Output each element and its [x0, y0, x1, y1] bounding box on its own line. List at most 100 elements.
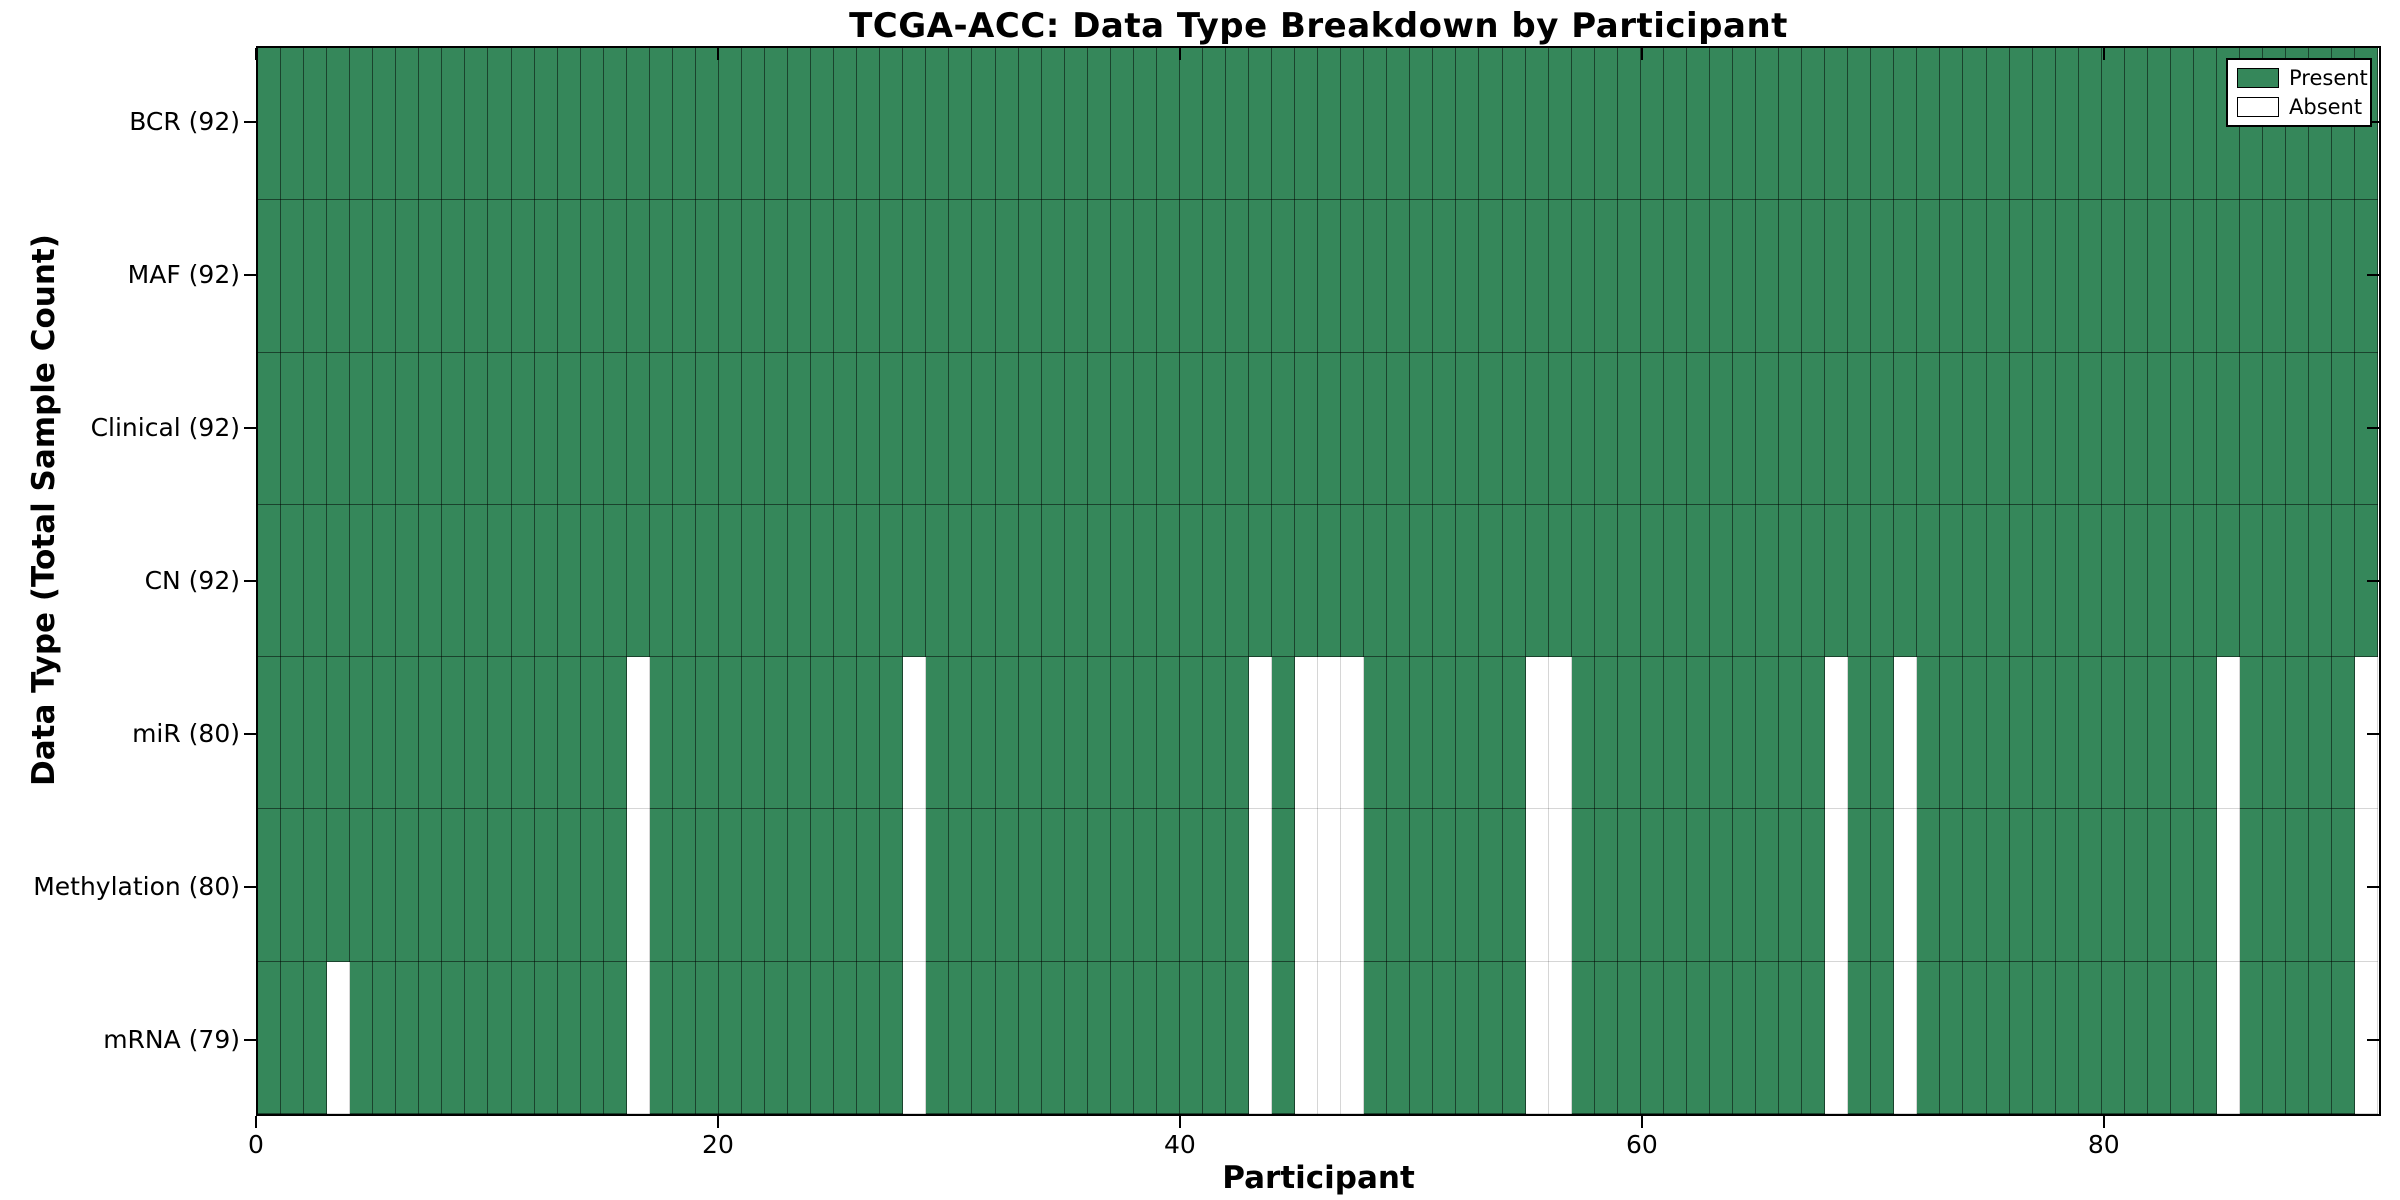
- cell-Methylation-p49: [1387, 809, 1411, 962]
- cell-Clinical-p71: [1894, 352, 1918, 505]
- cell-MAF-p2: [304, 200, 328, 353]
- cell-CN-p14: [580, 504, 604, 658]
- cell-mRNA-p17: [649, 961, 673, 1114]
- cell-mRNA-p45: [1295, 961, 1319, 1114]
- cell-mRNA-p91: [2355, 961, 2379, 1114]
- cell-CN-p89: [2309, 504, 2333, 658]
- cell-Clinical-p73: [1940, 352, 1964, 505]
- legend-label-absent: Absent: [2289, 95, 2363, 119]
- cell-mRNA-p65: [1756, 961, 1780, 1114]
- cell-miR-p72: [1917, 657, 1941, 810]
- cell-miR-p14: [580, 657, 604, 810]
- cell-mRNA-p22: [765, 961, 789, 1114]
- cell-Methylation-p20: [718, 809, 742, 962]
- cell-MAF-p73: [1940, 200, 1964, 353]
- cell-CN-p25: [834, 504, 858, 658]
- cell-MAF-p44: [1272, 200, 1296, 353]
- x-tick-bottom-20: [716, 1116, 719, 1128]
- cell-Clinical-p69: [1848, 352, 1872, 505]
- cell-Methylation-p2: [304, 809, 328, 962]
- cell-miR-p87: [2263, 657, 2287, 810]
- cell-MAF-p56: [1548, 200, 1572, 353]
- cell-mRNA-p82: [2147, 961, 2171, 1114]
- cell-CN-p50: [1410, 504, 1434, 658]
- y-tick-label-BCR: BCR (92): [129, 107, 240, 137]
- cell-MAF-p30: [949, 200, 973, 353]
- cell-Methylation-p22: [765, 809, 789, 962]
- cell-Methylation-p45: [1295, 809, 1319, 962]
- cell-MAF-p63: [1709, 200, 1733, 353]
- cell-CN-p17: [649, 504, 673, 658]
- cell-MAF-p5: [373, 200, 397, 353]
- cell-miR-p10: [488, 657, 512, 810]
- cell-Clinical-p68: [1825, 352, 1849, 505]
- cell-Methylation-p38: [1133, 809, 1157, 962]
- cell-MAF-p6: [396, 200, 420, 353]
- cell-BCR-p5: [373, 48, 397, 201]
- cell-Clinical-p21: [741, 352, 766, 505]
- cell-MAF-p36: [1087, 200, 1111, 353]
- cell-Methylation-p42: [1225, 809, 1250, 962]
- cell-CN-p13: [557, 504, 581, 658]
- cell-CN-p65: [1756, 504, 1780, 658]
- cell-Methylation-p69: [1848, 809, 1872, 962]
- cell-CN-p8: [442, 504, 466, 658]
- cell-Methylation-p60: [1640, 809, 1664, 962]
- cell-Clinical-p16: [626, 352, 650, 505]
- cell-Methylation-p51: [1433, 809, 1457, 962]
- cell-BCR-p50: [1410, 48, 1434, 201]
- cell-BCR-p40: [1179, 48, 1203, 201]
- cell-Methylation-p83: [2170, 809, 2194, 962]
- cell-BCR-p44: [1272, 48, 1296, 201]
- cell-CN-p35: [1064, 504, 1088, 658]
- cell-Clinical-p32: [995, 352, 1019, 505]
- cell-miR-p80: [2101, 657, 2125, 810]
- cell-MAF-p57: [1571, 200, 1595, 353]
- cell-Methylation-p9: [465, 809, 489, 962]
- cell-mRNA-p18: [672, 961, 696, 1114]
- cell-miR-p51: [1433, 657, 1457, 810]
- cell-Methylation-p6: [396, 809, 420, 962]
- cell-BCR-p79: [2078, 48, 2102, 201]
- cell-mRNA-p53: [1479, 961, 1503, 1114]
- cell-miR-p82: [2147, 657, 2171, 810]
- cell-MAF-p79: [2078, 200, 2102, 353]
- cell-CN-p63: [1709, 504, 1733, 658]
- cell-MAF-p14: [580, 200, 604, 353]
- cell-MAF-p62: [1686, 200, 1710, 353]
- cell-Methylation-p18: [672, 809, 696, 962]
- absent-swatch: [2237, 97, 2279, 117]
- cell-CN-p85: [2216, 504, 2241, 658]
- cell-Clinical-p80: [2101, 352, 2125, 505]
- cell-CN-p16: [626, 504, 650, 658]
- cell-mRNA-p54: [1502, 961, 1526, 1114]
- cell-mRNA-p81: [2124, 961, 2148, 1114]
- cell-mRNA-p79: [2078, 961, 2102, 1114]
- cell-Clinical-p54: [1502, 352, 1526, 505]
- cell-BCR-p1: [281, 48, 305, 201]
- cell-CN-p81: [2124, 504, 2148, 658]
- cell-BCR-p11: [511, 48, 535, 201]
- cell-CN-p86: [2240, 504, 2264, 658]
- cell-mRNA-p34: [1041, 961, 1065, 1114]
- cell-Methylation-p89: [2309, 809, 2333, 962]
- cell-mRNA-p66: [1779, 961, 1803, 1114]
- cell-mRNA-p16: [626, 961, 650, 1114]
- cell-Methylation-p72: [1917, 809, 1941, 962]
- cell-mRNA-p84: [2193, 961, 2217, 1114]
- cell-mRNA-p50: [1410, 961, 1434, 1114]
- cell-BCR-p17: [649, 48, 673, 201]
- legend-label-present: Present: [2289, 66, 2368, 90]
- cell-MAF-p71: [1894, 200, 1918, 353]
- cell-miR-p33: [1018, 657, 1042, 810]
- cell-Clinical-p89: [2309, 352, 2333, 505]
- x-tick-bottom-80: [2102, 1116, 2105, 1128]
- cell-MAF-p51: [1433, 200, 1457, 353]
- cell-CN-p43: [1249, 504, 1273, 658]
- cell-Methylation-p78: [2055, 809, 2079, 962]
- cell-Clinical-p84: [2193, 352, 2217, 505]
- cell-BCR-p62: [1686, 48, 1710, 201]
- cell-BCR-p53: [1479, 48, 1503, 201]
- cell-Clinical-p75: [1986, 352, 2010, 505]
- cell-Methylation-p31: [972, 809, 996, 962]
